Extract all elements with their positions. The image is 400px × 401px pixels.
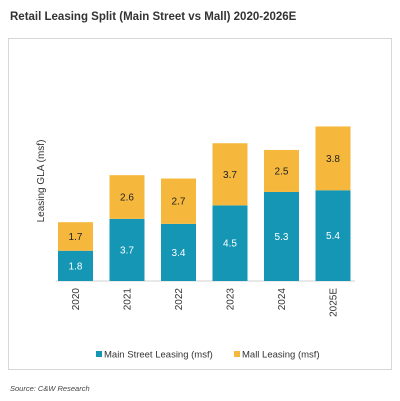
data-label-mall-2022: 2.7 <box>172 197 186 208</box>
bar-mall-2023 <box>212 143 248 206</box>
bar-main-street-2022 <box>161 223 196 281</box>
bar-main-street-2020 <box>58 250 93 281</box>
data-label-mall-2025E: 3.8 <box>326 154 340 165</box>
data-label-mall-2024: 2.5 <box>275 166 289 177</box>
data-label-mall-2020: 1.7 <box>69 232 83 243</box>
x-tick-label-2024: 2024 <box>277 288 288 311</box>
bar-main-street-2021 <box>109 218 145 281</box>
data-label-main-street-2020: 1.8 <box>69 261 83 272</box>
data-label-main-street-2025E: 5.4 <box>326 231 340 242</box>
bar-main-street-2023 <box>212 205 248 281</box>
x-tick-label-2025E: 2025E <box>329 288 340 317</box>
data-label-main-street-2022: 3.4 <box>172 248 186 259</box>
x-tick-label-2021: 2021 <box>123 288 134 311</box>
x-tick-label-2022: 2022 <box>174 288 185 311</box>
bar-mall-2024 <box>264 149 299 192</box>
bar-mall-2025E <box>315 126 351 191</box>
bar-main-street-2025E <box>315 190 351 281</box>
legend-main-street-swatch <box>96 351 102 357</box>
source-note: Source: C&W Research <box>10 384 90 393</box>
bar-mall-2022 <box>161 178 196 224</box>
y-axis-label: Leasing GLA (msf) <box>36 140 47 223</box>
data-label-main-street-2024: 5.3 <box>275 232 289 243</box>
legend-main-street-label: Main Street Leasing (msf) <box>104 350 213 361</box>
data-label-main-street-2021: 3.7 <box>120 245 134 256</box>
data-label-mall-2021: 2.6 <box>120 193 134 204</box>
chart-title: Retail Leasing Split (Main Street vs Mal… <box>10 11 297 23</box>
x-tick-label-2020: 2020 <box>71 288 82 311</box>
bar-mall-2020 <box>58 222 93 251</box>
bar-mall-2021 <box>109 175 145 219</box>
bar-main-street-2024 <box>264 191 299 281</box>
data-label-mall-2023: 3.7 <box>223 170 237 181</box>
data-label-main-street-2023: 4.5 <box>223 239 237 250</box>
x-tick-label-2023: 2023 <box>226 288 237 311</box>
legend-mall-swatch <box>234 351 240 357</box>
legend-mall-label: Mall Leasing (msf) <box>242 350 320 361</box>
